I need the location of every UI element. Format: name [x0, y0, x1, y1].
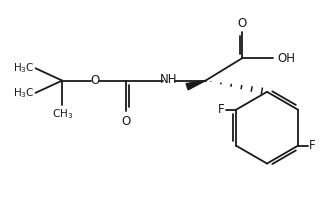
Text: CH$_3$: CH$_3$	[52, 107, 73, 121]
Text: O: O	[121, 115, 130, 128]
Text: F: F	[309, 139, 316, 152]
Text: OH: OH	[277, 51, 295, 65]
Text: O: O	[238, 17, 247, 30]
Text: NH: NH	[160, 73, 177, 86]
Text: H$_3$C: H$_3$C	[13, 86, 34, 100]
Text: O: O	[90, 74, 99, 87]
Text: F: F	[218, 103, 225, 116]
Polygon shape	[186, 81, 205, 90]
Text: H$_3$C: H$_3$C	[13, 61, 34, 75]
